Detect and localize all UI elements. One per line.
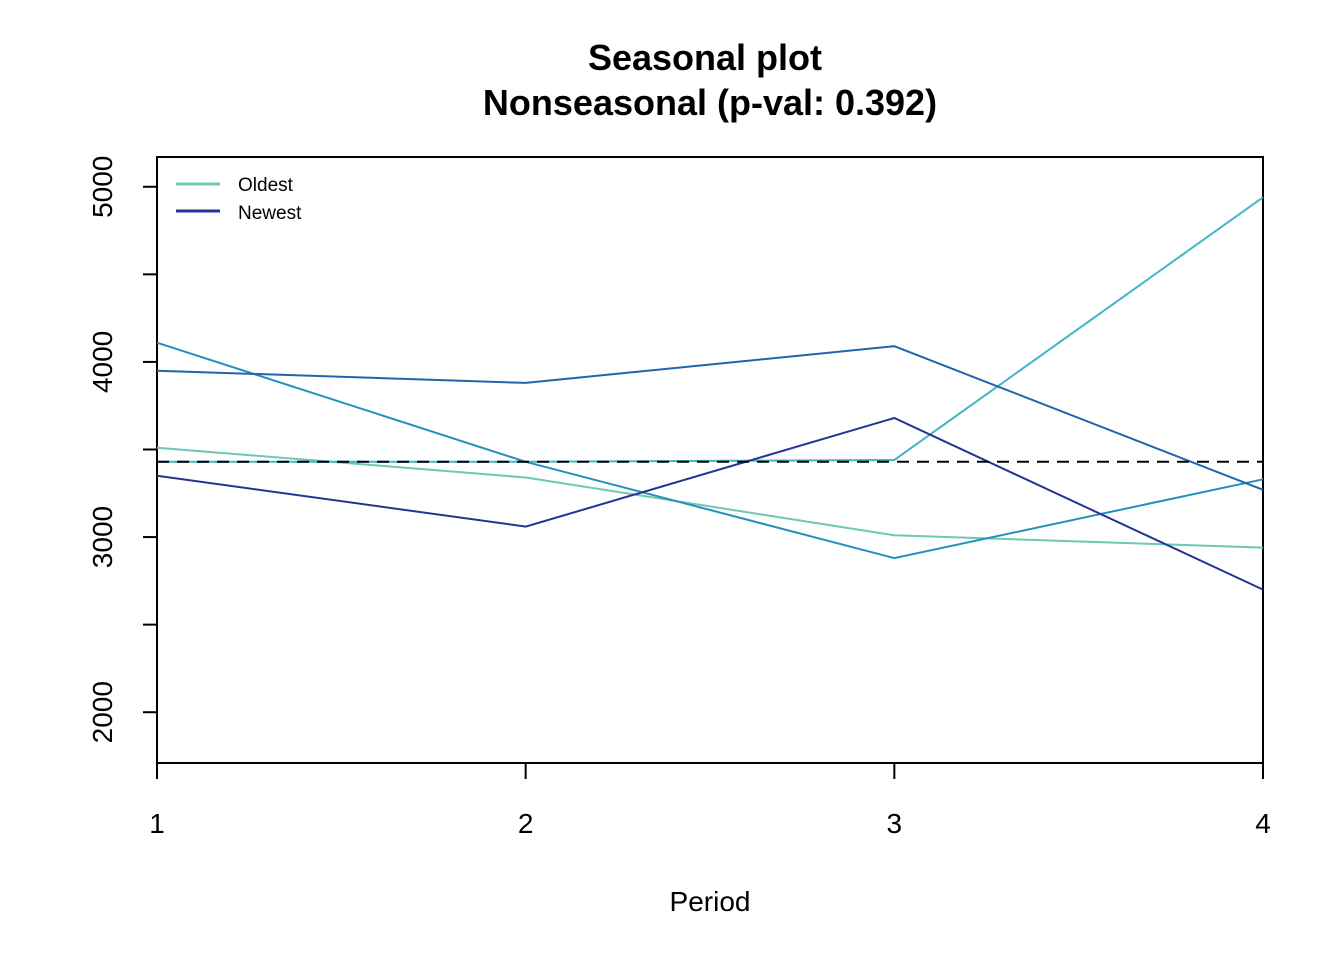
x-axis-label: Period (670, 886, 751, 917)
legend: Oldest Newest (176, 175, 302, 224)
chart-subtitle: Nonseasonal (p-val: 0.392) (483, 82, 937, 123)
legend-label-oldest: Oldest (238, 175, 294, 196)
series-line-5 (156, 416, 1264, 591)
x-axis: 1 2 3 4 (149, 763, 1271, 839)
x-tick-label-2: 2 (518, 808, 534, 839)
x-tick-label-1: 1 (149, 808, 165, 839)
legend-label-newest: Newest (238, 203, 302, 224)
plot-frame (156, 156, 1264, 764)
y-tick-label-3000: 3000 (87, 506, 118, 568)
y-axis: 2000 3000 4000 5000 (87, 156, 157, 743)
series-line-3 (156, 341, 1264, 560)
x-tick-label-3: 3 (887, 808, 903, 839)
chart-title: Seasonal plot (588, 37, 822, 78)
y-tick-label-4000: 4000 (87, 331, 118, 393)
y-tick-label-2000: 2000 (87, 681, 118, 743)
y-tick-label-5000: 5000 (87, 156, 118, 218)
series-line-2 (157, 196, 1264, 463)
series-line-4 (156, 345, 1264, 491)
series-layer (156, 196, 1264, 591)
x-tick-label-4: 4 (1255, 808, 1271, 839)
